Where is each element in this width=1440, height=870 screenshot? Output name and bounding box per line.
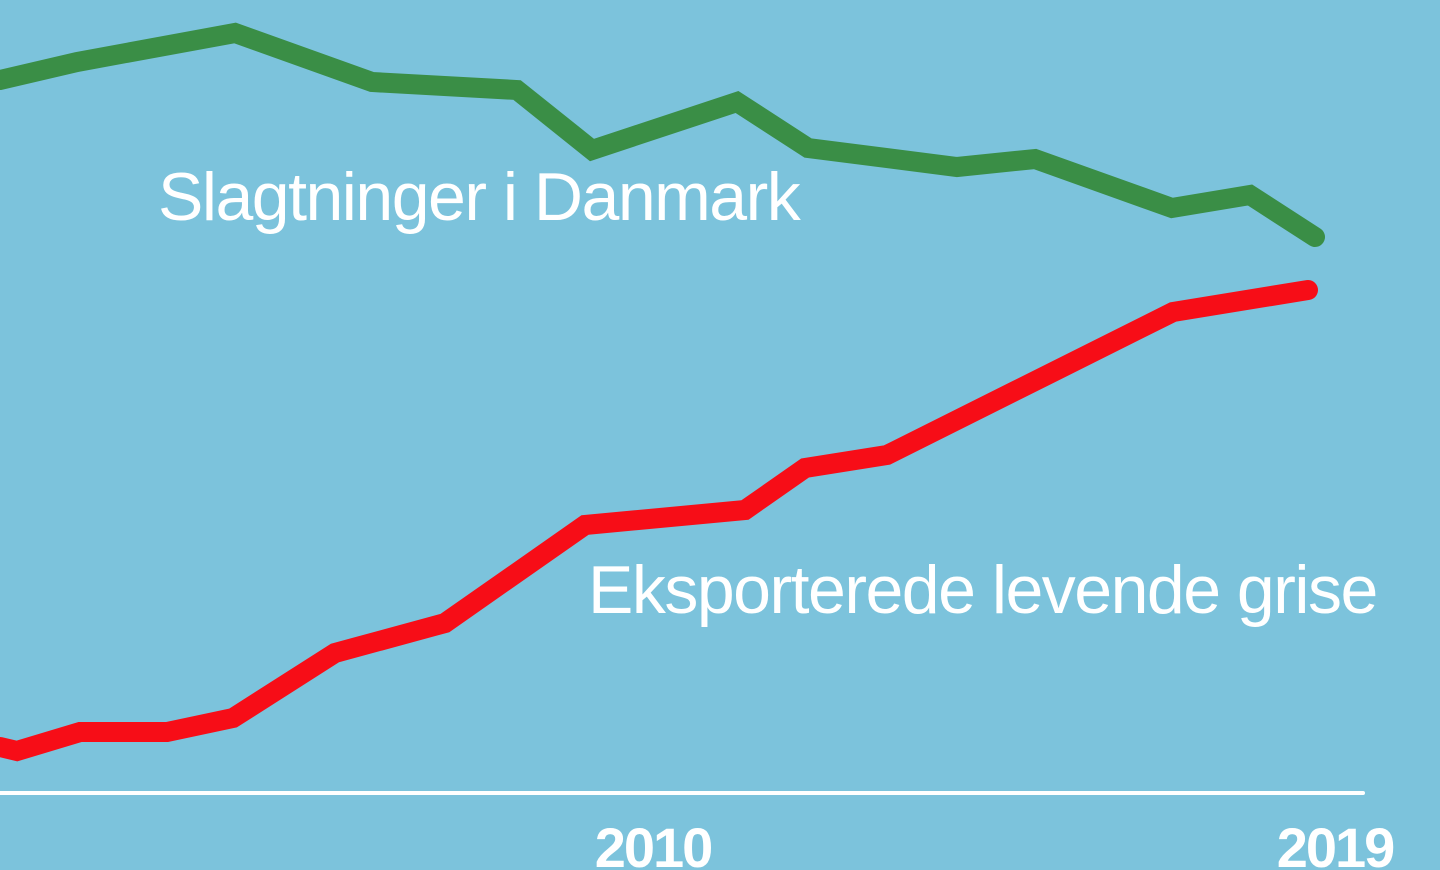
slaughter-line — [0, 22, 1325, 247]
export-line — [0, 280, 1318, 762]
x-tick-2010: 2010 — [595, 816, 712, 870]
x-tick-2019: 2019 — [1277, 816, 1394, 870]
slaughter-line-label: Slagtninger i Danmark — [158, 159, 802, 235]
export-line-label: Eksporterede levende grise — [588, 552, 1377, 628]
